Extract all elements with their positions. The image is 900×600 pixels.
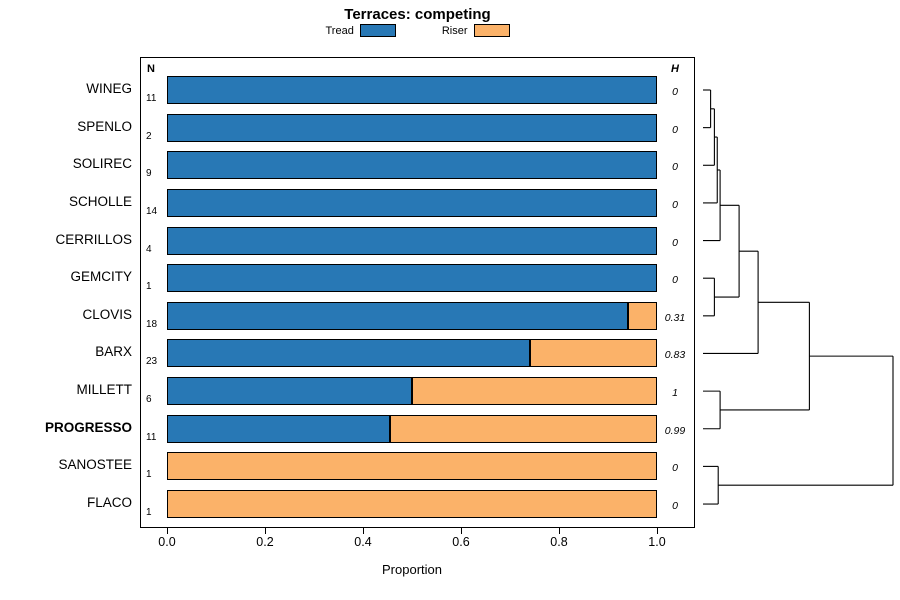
row-label: CLOVIS <box>82 306 132 322</box>
h-value: 0 <box>672 462 678 475</box>
bar-riser <box>167 490 657 519</box>
bar-riser <box>412 377 657 406</box>
legend-item-riser: Riser <box>442 24 510 37</box>
bar-tread <box>167 151 657 180</box>
n-value: 4 <box>146 243 152 255</box>
bar-tread <box>167 339 530 368</box>
h-value: 1 <box>672 387 678 400</box>
legend-swatch-riser <box>473 24 510 37</box>
bar-tread <box>167 264 657 293</box>
h-value: 0.99 <box>664 424 686 437</box>
row-label: BARX <box>95 344 132 360</box>
n-value: 2 <box>146 130 152 142</box>
plot-frame <box>140 57 695 528</box>
bar-riser <box>530 339 657 368</box>
bar-tread <box>167 414 390 443</box>
n-value: 14 <box>146 205 158 217</box>
row-label: WINEG <box>86 81 132 96</box>
row-label: SCHOLLE <box>68 193 132 209</box>
h-value: 0.83 <box>664 349 686 362</box>
n-value: 18 <box>146 318 158 330</box>
row-label: FLACO <box>86 495 132 511</box>
x-tick-mark <box>167 528 168 534</box>
bar-tread <box>167 377 412 406</box>
row-label: GEMCITY <box>70 269 132 285</box>
x-tick-label: 0.4 <box>354 535 372 549</box>
row-label: SPENLO <box>77 118 132 134</box>
legend: Tread Riser <box>140 24 695 37</box>
legend-label-tread: Tread <box>325 24 354 37</box>
h-value: 0 <box>672 123 678 136</box>
h-value: 0 <box>672 86 678 98</box>
x-tick-mark <box>559 528 560 534</box>
n-value: 23 <box>146 356 158 368</box>
n-value: 9 <box>146 168 152 180</box>
bar-tread <box>167 76 657 104</box>
row-label: CERRILLOS <box>55 231 132 247</box>
dendrogram <box>703 89 894 505</box>
n-value: 1 <box>146 281 152 293</box>
x-tick-mark <box>657 528 658 534</box>
n-value: 6 <box>146 394 152 406</box>
x-axis-title: Proportion <box>382 562 442 577</box>
bar-tread <box>167 188 657 217</box>
h-column-header: H <box>671 63 679 75</box>
bar-tread <box>167 301 628 330</box>
h-value: 0.31 <box>664 311 686 324</box>
n-value: 11 <box>146 431 157 443</box>
bar-riser <box>628 301 657 330</box>
row-label: SANOSTEE <box>58 457 132 473</box>
bar-tread <box>167 113 657 142</box>
bar-riser <box>167 452 657 481</box>
h-value: 0 <box>672 236 678 249</box>
chart-title: Terraces: competing <box>344 6 491 23</box>
n-value: 1 <box>146 507 152 519</box>
h-value: 0 <box>672 274 678 287</box>
bar-tread <box>167 226 657 255</box>
h-value: 0 <box>672 161 678 174</box>
h-value: 0 <box>672 500 678 513</box>
row-label: MILLETT <box>76 382 132 398</box>
row-label: SOLIREC <box>72 156 132 172</box>
x-tick-mark <box>363 528 364 534</box>
x-tick-label: 0.2 <box>256 535 274 549</box>
x-tick-mark <box>265 528 266 534</box>
row-label: PROGRESSO <box>44 419 132 435</box>
n-column-header: N <box>147 63 155 75</box>
x-tick-label: 0.0 <box>158 535 176 549</box>
legend-item-tread: Tread <box>326 24 396 37</box>
legend-label-riser: Riser <box>441 24 468 37</box>
x-tick-label: 1.0 <box>648 535 666 549</box>
h-value: 0 <box>672 198 678 211</box>
n-value: 11 <box>146 93 157 104</box>
x-tick-mark <box>461 528 462 534</box>
x-tick-label: 0.6 <box>452 535 470 549</box>
n-value: 1 <box>146 469 152 481</box>
legend-swatch-tread <box>359 24 396 37</box>
x-tick-label: 0.8 <box>550 535 568 549</box>
bar-riser <box>390 414 657 443</box>
